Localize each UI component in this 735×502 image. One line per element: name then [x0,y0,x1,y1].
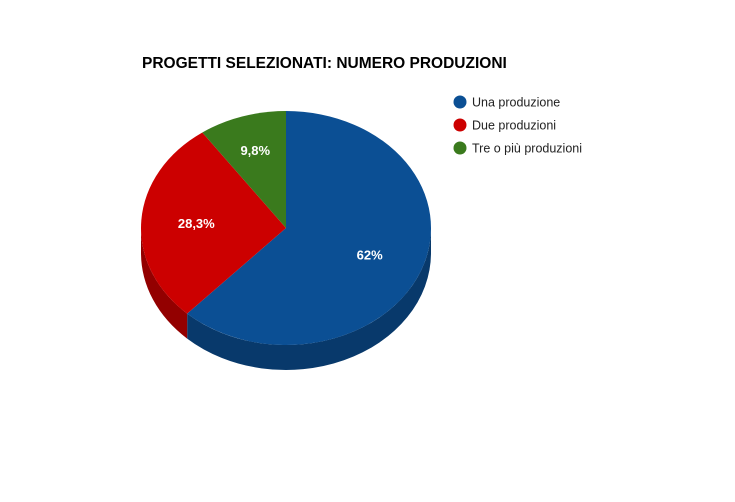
legend-item[interactable]: Una produzione [472,96,560,110]
legend-swatch [453,118,467,132]
chart-title: PROGETTI SELEZIONATI: NUMERO PRODUZIONI [142,55,507,72]
slice-label: 62% [357,248,383,263]
slice-side-1 [141,228,188,339]
pie-slice-0[interactable] [187,111,432,345]
legend: Una produzione Due produzioni Tre o più pr… [453,95,582,156]
slice-side-0 [187,228,432,370]
legend-swatch [453,95,467,109]
pie-slice-2[interactable] [202,111,286,228]
legend-item[interactable]: Due produzioni [472,119,556,133]
slice-label: 28,3% [178,216,215,231]
legend-swatch [453,141,467,155]
legend-item[interactable]: Tre o più produzioni [472,142,582,156]
pie-sides [141,228,432,370]
pie-slices [140,111,432,345]
slice-labels: 62% 28,3% 9,8% [178,143,383,263]
pie-slice-1[interactable] [140,132,286,314]
slice-label: 9,8% [240,143,270,158]
